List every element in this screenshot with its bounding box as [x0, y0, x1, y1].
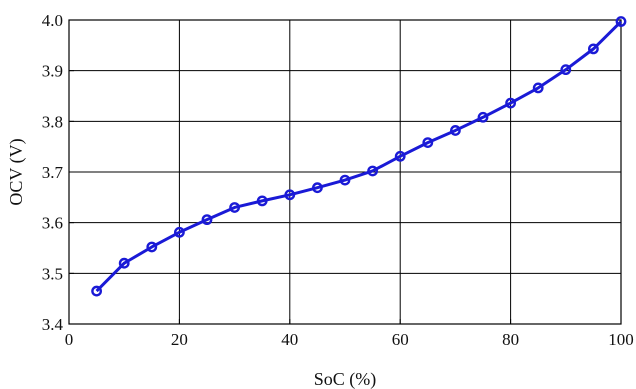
data-point [615, 16, 627, 27]
x-tick-label: 80 [502, 330, 519, 349]
data-point [477, 111, 489, 123]
x-tick-label: 100 [608, 330, 634, 349]
grid [68, 19, 622, 325]
x-axis-label: SoC (%) [314, 369, 377, 389]
data-point [560, 64, 572, 76]
data-point [505, 97, 516, 109]
data-point [256, 195, 268, 207]
x-tick-label: 60 [392, 330, 409, 349]
y-tick-label: 3.5 [42, 264, 63, 283]
data-point [449, 125, 461, 136]
y-axis-label: OCV (V) [6, 138, 27, 205]
data-point [311, 182, 323, 194]
data-point [284, 189, 296, 201]
data-point [588, 43, 599, 55]
data-point [146, 241, 158, 253]
y-tick-label: 3.9 [42, 62, 63, 81]
data-point [422, 137, 434, 149]
data-point [339, 174, 351, 186]
data-point [229, 202, 241, 213]
data-point [118, 257, 130, 269]
y-tick-label: 3.6 [42, 214, 63, 233]
data-point [91, 285, 103, 297]
x-tick-label: 0 [65, 330, 74, 349]
data-point [394, 150, 406, 162]
axis-ticks: 0 20 40 60 80 100 3.4 3.5 3.6 3.7 3.8 3.9 4.0 [42, 11, 634, 349]
data-point [532, 82, 544, 94]
y-tick-label: 3.8 [42, 112, 63, 131]
x-tick-label: 20 [171, 330, 188, 349]
series-layer [91, 16, 627, 297]
y-tick-label: 3.4 [42, 315, 64, 334]
x-tick-label: 40 [281, 330, 298, 349]
series-line [95, 20, 623, 293]
data-point [201, 214, 213, 226]
data-point [367, 165, 378, 177]
data-point [173, 226, 185, 238]
y-tick-label: 4.0 [42, 11, 63, 30]
y-tick-label: 3.7 [42, 163, 64, 182]
